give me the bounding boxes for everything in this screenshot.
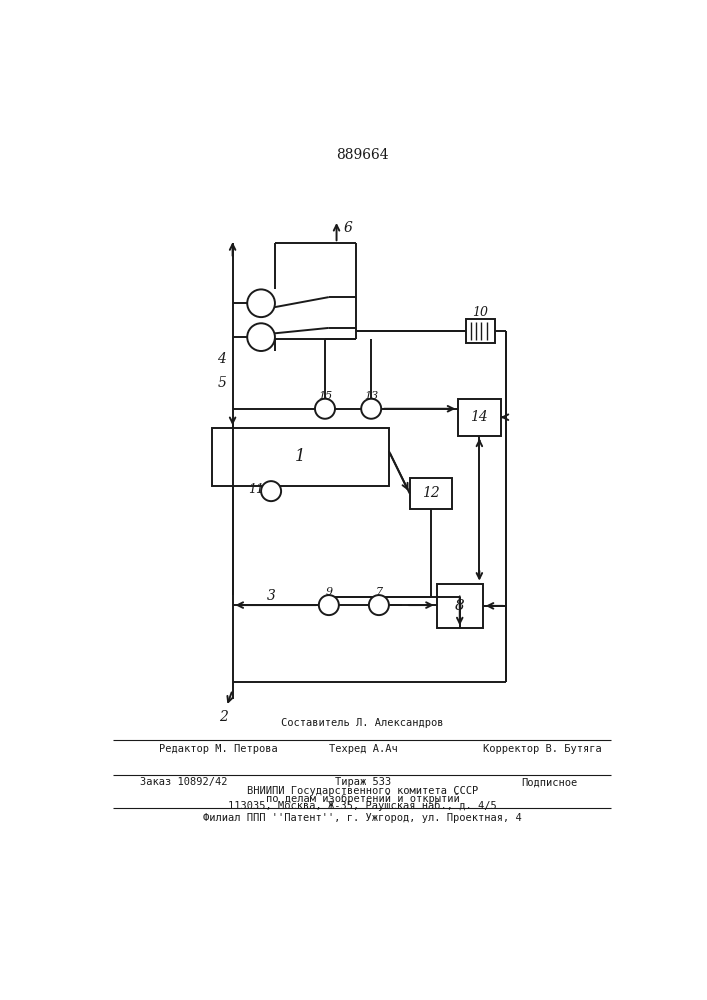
Circle shape: [319, 595, 339, 615]
Text: 12: 12: [422, 486, 440, 500]
Text: Корректор В. Бутяга: Корректор В. Бутяга: [483, 744, 602, 754]
Circle shape: [247, 289, 275, 317]
Text: 2: 2: [219, 710, 228, 724]
Text: Филиал ППП ''Патент'', г. Ужгород, ул. Проектная, 4: Филиал ППП ''Патент'', г. Ужгород, ул. П…: [204, 813, 522, 823]
Text: 15: 15: [318, 391, 332, 401]
Text: 10: 10: [472, 306, 489, 319]
Bar: [437, 584, 483, 628]
Text: Составитель Л. Александров: Составитель Л. Александров: [281, 718, 444, 728]
Circle shape: [361, 399, 381, 419]
Bar: [466, 319, 495, 343]
Text: 11: 11: [247, 483, 264, 496]
Text: Техред А.Ач: Техред А.Ач: [329, 744, 397, 754]
Text: Подписное: Подписное: [521, 777, 578, 787]
Text: ВНИИПИ Государственного комитета СССР: ВНИИПИ Государственного комитета СССР: [247, 786, 479, 796]
Text: 9: 9: [325, 587, 332, 597]
Bar: [409, 478, 452, 509]
Text: 5: 5: [217, 376, 226, 390]
Bar: [458, 399, 501, 436]
Text: Заказ 10892/42: Заказ 10892/42: [140, 777, 228, 787]
Circle shape: [369, 595, 389, 615]
Text: 13: 13: [364, 391, 378, 401]
Text: 7: 7: [375, 587, 382, 597]
Text: 8: 8: [455, 599, 464, 613]
Text: по делам изобретений и открытий: по делам изобретений и открытий: [266, 793, 460, 804]
Text: Редактор М. Петрова: Редактор М. Петрова: [160, 744, 278, 754]
Text: Тираж 533: Тираж 533: [334, 777, 391, 787]
Text: 3: 3: [267, 589, 276, 603]
Text: 4: 4: [217, 352, 226, 366]
Text: 6: 6: [344, 221, 353, 235]
Text: 14: 14: [470, 410, 489, 424]
Circle shape: [315, 399, 335, 419]
Circle shape: [247, 323, 275, 351]
Bar: [212, 428, 389, 486]
Circle shape: [261, 481, 281, 501]
Text: 113035, Москва, Ж-35, Раушская наб., д. 4/5: 113035, Москва, Ж-35, Раушская наб., д. …: [228, 801, 497, 811]
Text: 889664: 889664: [337, 148, 389, 162]
Text: 1: 1: [295, 448, 305, 465]
